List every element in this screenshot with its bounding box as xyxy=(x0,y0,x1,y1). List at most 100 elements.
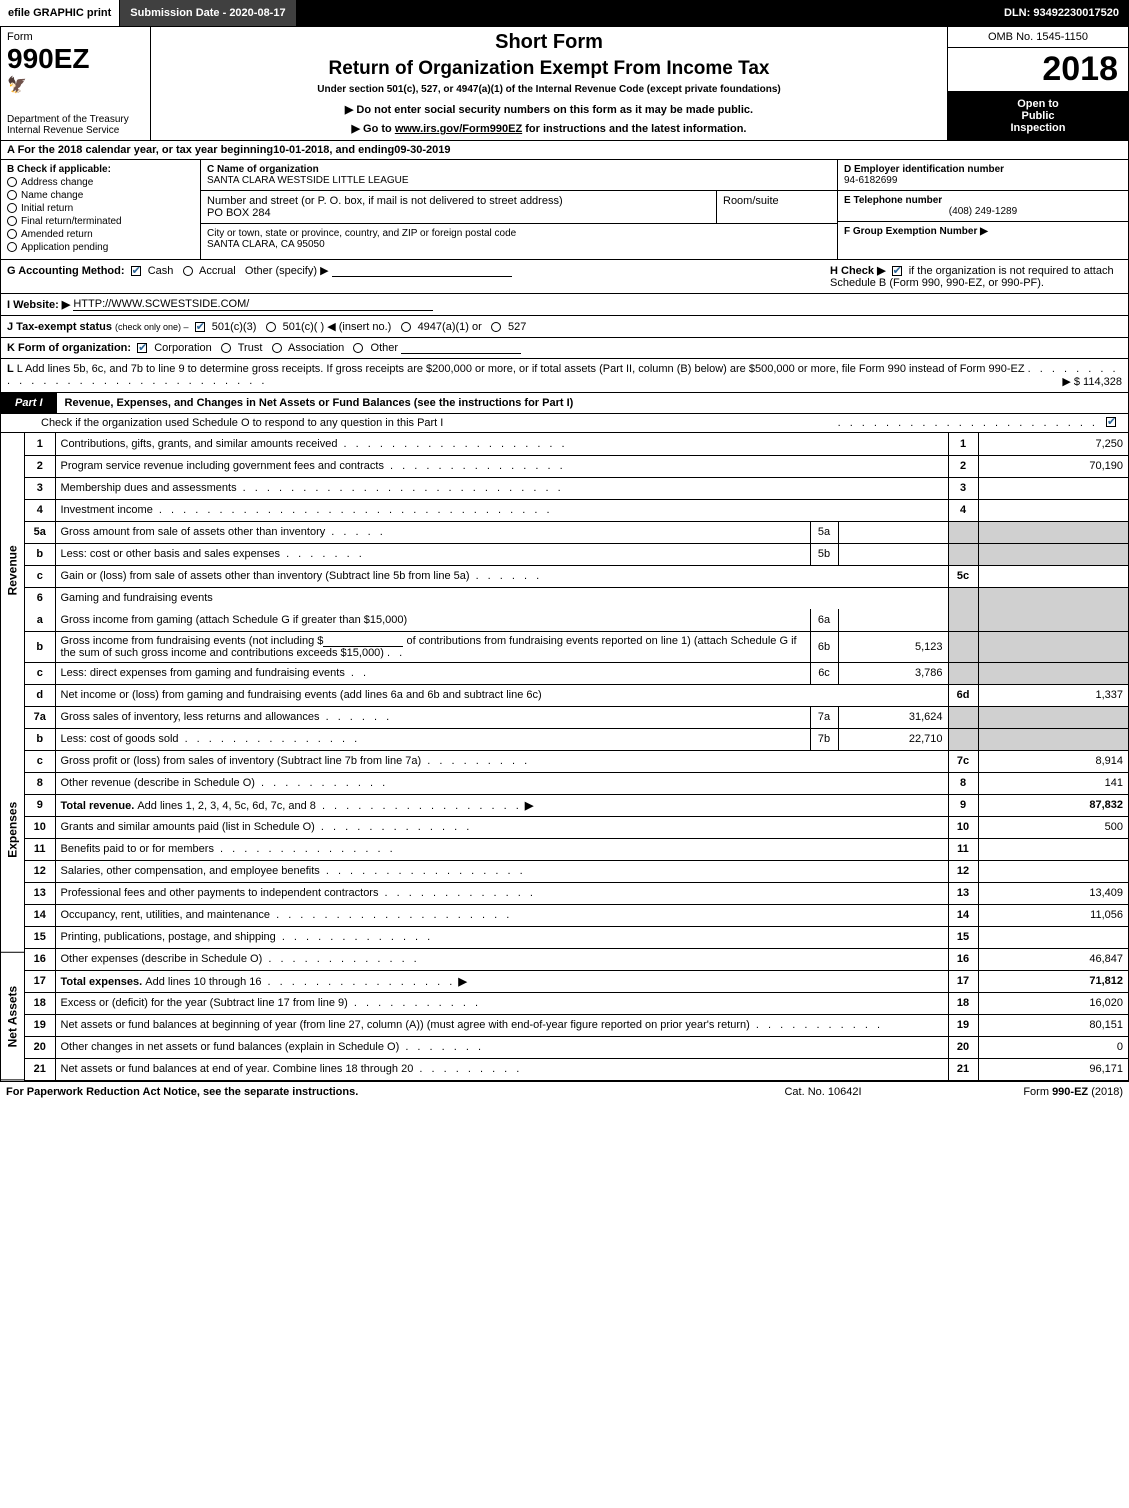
group-exemption-label: F Group Exemption Number ▶ xyxy=(844,226,988,237)
org-city: SANTA CLARA, CA 95050 xyxy=(207,239,325,250)
form-id-block: Form 990EZ 🦅 Department of the Treasury … xyxy=(1,27,151,140)
line-17-amount: 71,812 xyxy=(978,970,1128,992)
check-initial-return[interactable] xyxy=(7,203,17,213)
line-21: 21 Net assets or fund balances at end of… xyxy=(25,1058,1128,1080)
line-7b: b Less: cost of goods sold . . . . . . .… xyxy=(25,728,1128,750)
line-18: 18 Excess or (deficit) for the year (Sub… xyxy=(25,992,1128,1014)
line-6b: b Gross income from fundraising events (… xyxy=(25,631,1128,662)
line-9-amount: 87,832 xyxy=(978,794,1128,816)
line-5c: c Gain or (loss) from sale of assets oth… xyxy=(25,565,1128,587)
check-schedule-o-used[interactable] xyxy=(1106,417,1116,427)
website-url[interactable]: HTTP://WWW.SCWESTSIDE.COM/ xyxy=(73,298,433,311)
check-application-pending[interactable] xyxy=(7,242,17,252)
irs-link[interactable]: www.irs.gov/Form990EZ xyxy=(395,123,522,135)
line-13: 13 Professional fees and other payments … xyxy=(25,882,1128,904)
tax-period-row: A For the 2018 calendar year, or tax yea… xyxy=(0,141,1129,160)
paperwork-notice: For Paperwork Reduction Act Notice, see … xyxy=(6,1086,723,1098)
check-4947a1[interactable] xyxy=(401,322,411,332)
line-17: 17 Total expenses. Add lines 10 through … xyxy=(25,970,1128,992)
line-16-amount: 46,847 xyxy=(978,948,1128,970)
line-9: 9 Total revenue. Add lines 1, 2, 3, 4, 5… xyxy=(25,794,1128,816)
form-title: Return of Organization Exempt From Incom… xyxy=(157,58,941,80)
check-if-applicable: B Check if applicable: Address change Na… xyxy=(1,160,201,259)
check-name-change[interactable] xyxy=(7,190,17,200)
part-i-title: Revenue, Expenses, and Changes in Net As… xyxy=(57,393,1128,413)
check-accrual[interactable] xyxy=(183,266,193,276)
ssn-warning: ▶ Do not enter social security numbers o… xyxy=(157,103,941,116)
line-16: 16 Other expenses (describe in Schedule … xyxy=(25,948,1128,970)
tab-revenue: Revenue xyxy=(1,433,24,707)
line-13-amount: 13,409 xyxy=(978,882,1128,904)
phone: (408) 249-1289 xyxy=(844,206,1122,217)
line-19-amount: 80,151 xyxy=(978,1014,1128,1036)
accounting-method-row: G Accounting Method: Cash Accrual Other … xyxy=(0,260,1129,294)
check-association[interactable] xyxy=(272,343,282,353)
check-final-return[interactable] xyxy=(7,216,17,226)
part-i-subtitle-row: Check if the organization used Schedule … xyxy=(0,414,1129,433)
gross-receipts-row: L L Add lines 5b, 6c, and 7b to line 9 t… xyxy=(0,359,1129,393)
line-7c-amount: 8,914 xyxy=(978,750,1128,772)
tax-year: 2018 xyxy=(948,48,1128,92)
form-header: Form 990EZ 🦅 Department of the Treasury … xyxy=(0,26,1129,141)
line-19: 19 Net assets or fund balances at beginn… xyxy=(25,1014,1128,1036)
line-18-amount: 16,020 xyxy=(978,992,1128,1014)
check-address-change[interactable] xyxy=(7,177,17,187)
catalog-number: Cat. No. 10642I xyxy=(723,1086,923,1098)
form-label: Form xyxy=(7,31,144,43)
lines-table: Revenue Expenses Net Assets 1 Contributi… xyxy=(0,433,1129,1081)
line-15: 15 Printing, publications, postage, and … xyxy=(25,926,1128,948)
org-address: PO BOX 284 xyxy=(207,207,271,219)
line-7a-amount: 31,624 xyxy=(838,706,948,728)
check-trust[interactable] xyxy=(221,343,231,353)
line-14: 14 Occupancy, rent, utilities, and maint… xyxy=(25,904,1128,926)
check-527[interactable] xyxy=(491,322,501,332)
line-8-amount: 141 xyxy=(978,772,1128,794)
period-end: 09-30-2019 xyxy=(394,144,450,156)
line-1-amount: 7,250 xyxy=(978,433,1128,455)
check-amended-return[interactable] xyxy=(7,229,17,239)
department-treasury: Department of the Treasury Internal Reve… xyxy=(7,108,144,136)
part-i-header: Part I Revenue, Expenses, and Changes in… xyxy=(0,393,1129,414)
omb-number: OMB No. 1545-1150 xyxy=(948,27,1128,48)
top-bar: efile GRAPHIC print Submission Date - 20… xyxy=(0,0,1129,26)
irs-eagle-icon: 🦅 xyxy=(7,75,144,95)
check-501c3[interactable] xyxy=(195,322,205,332)
line-6b-amount: 5,123 xyxy=(838,631,948,662)
tab-expenses: Expenses xyxy=(1,707,24,953)
side-tabs: Revenue Expenses Net Assets xyxy=(1,433,25,1081)
efile-graphic-print[interactable]: efile GRAPHIC print xyxy=(0,0,119,26)
gross-receipts-amount: ▶ $ 114,328 xyxy=(1062,375,1122,388)
line-6: 6 Gaming and fundraising events xyxy=(25,587,1128,609)
check-other[interactable] xyxy=(353,343,363,353)
period-begin: 10-01-2018 xyxy=(273,144,329,156)
line-3: 3 Membership dues and assessments . . . … xyxy=(25,477,1128,499)
goto-link-row: ▶ Go to www.irs.gov/Form990EZ for instru… xyxy=(157,122,941,135)
ein: 94-6182699 xyxy=(844,175,897,186)
line-6a: a Gross income from gaming (attach Sched… xyxy=(25,609,1128,631)
line-5a: 5a Gross amount from sale of assets othe… xyxy=(25,521,1128,543)
short-form-heading: Short Form xyxy=(157,31,941,54)
form-title-block: Short Form Return of Organization Exempt… xyxy=(151,27,948,140)
tax-exempt-status-row: J Tax-exempt status (check only one) ‒ 5… xyxy=(0,316,1129,338)
form-number: 990EZ xyxy=(7,43,144,75)
line-20: 20 Other changes in net assets or fund b… xyxy=(25,1036,1128,1058)
line-6c: c Less: direct expenses from gaming and … xyxy=(25,662,1128,684)
org-name-address: C Name of organization SANTA CLARA WESTS… xyxy=(201,160,838,259)
form-subtitle: Under section 501(c), 527, or 4947(a)(1)… xyxy=(157,84,941,95)
line-4: 4 Investment income . . . . . . . . . . … xyxy=(25,499,1128,521)
line-12: 12 Salaries, other compensation, and emp… xyxy=(25,860,1128,882)
line-7b-amount: 22,710 xyxy=(838,728,948,750)
line-7a: 7a Gross sales of inventory, less return… xyxy=(25,706,1128,728)
tab-net-assets: Net Assets xyxy=(1,953,24,1080)
form-of-organization-row: K Form of organization: Corporation Trus… xyxy=(0,338,1129,359)
line-14-amount: 11,056 xyxy=(978,904,1128,926)
check-schedule-b-not-required[interactable] xyxy=(892,266,902,276)
line-6c-amount: 3,786 xyxy=(838,662,948,684)
line-11: 11 Benefits paid to or for members . . .… xyxy=(25,838,1128,860)
line-2: 2 Program service revenue including gove… xyxy=(25,455,1128,477)
check-501c[interactable] xyxy=(266,322,276,332)
check-corporation[interactable] xyxy=(137,343,147,353)
check-cash[interactable] xyxy=(131,266,141,276)
line-6d-amount: 1,337 xyxy=(978,684,1128,706)
dln-number: DLN: 93492230017520 xyxy=(994,0,1129,26)
